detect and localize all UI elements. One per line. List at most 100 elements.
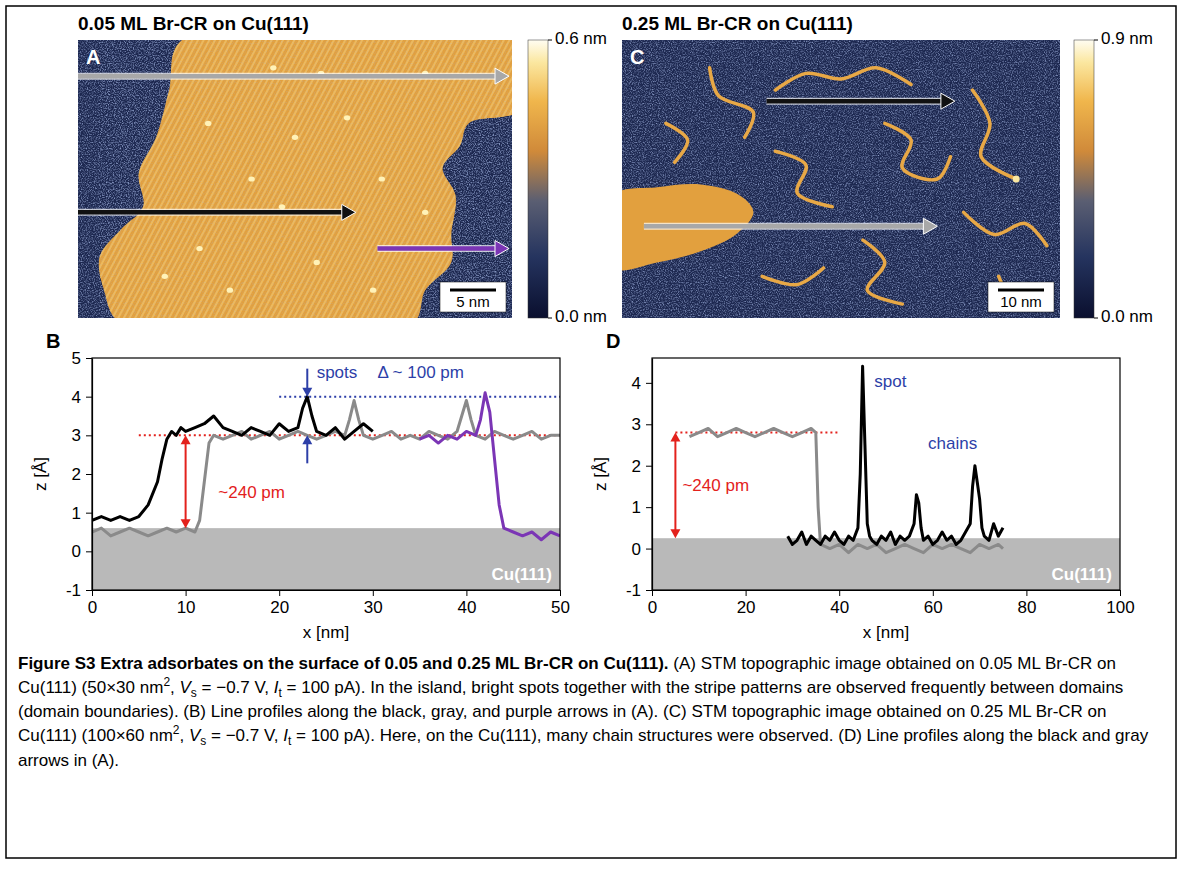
tick: 30: [364, 590, 383, 617]
tick-label: 4: [632, 374, 641, 393]
y-axis: -1012345: [66, 349, 93, 600]
arrow-shaft: [674, 441, 676, 531]
bright-spot: [205, 121, 211, 126]
caption-text: = −0.7 V,: [197, 678, 274, 697]
profile-line: [92, 397, 373, 521]
colorbar-label: 0.0 nm: [1101, 307, 1153, 326]
tick-mark: [86, 590, 92, 591]
arrow-head: [181, 519, 191, 528]
profile-arrow: [644, 224, 925, 229]
arrow-outline: [767, 98, 943, 105]
tick-mark: [86, 551, 92, 552]
tick: -1: [626, 581, 652, 600]
arrow-outline: [377, 245, 497, 252]
scale-bar: [998, 289, 1044, 292]
arrow-head: [302, 435, 312, 444]
plot-area: [92, 393, 560, 590]
tick-mark: [646, 549, 652, 550]
bright-spot: [227, 288, 233, 293]
molecular-chain: [775, 151, 832, 207]
tick: 0: [632, 540, 652, 559]
annotation: Δ ~ 100 pm: [377, 363, 464, 382]
tick: 60: [924, 590, 943, 617]
caption-text: = −0.7 V,: [206, 726, 283, 745]
tick-mark: [373, 590, 374, 596]
tick: 1: [72, 504, 92, 523]
scale-bar-box: [440, 282, 506, 312]
tick-label: 0: [648, 598, 657, 617]
bright-spot: [1013, 176, 1020, 183]
bright-spot: [314, 260, 320, 265]
bright-spot: [292, 135, 298, 140]
tick-mark: [86, 513, 92, 514]
profile-line: [420, 393, 560, 540]
tick-mark: [646, 383, 652, 384]
tick-mark: [466, 590, 467, 596]
tick: 50: [551, 590, 570, 617]
caption-text: I: [274, 678, 279, 697]
molecular-chain: [972, 90, 1016, 179]
molecular-chain: [710, 68, 754, 138]
colorbar-label: 0.9 nm: [1101, 29, 1153, 48]
scale-bar-label: 10 nm: [1000, 293, 1042, 310]
tick: 5: [72, 349, 92, 368]
x-axis-title: x [nm]: [863, 623, 909, 642]
annotation: spots: [317, 363, 358, 382]
scale-bar: [450, 289, 496, 292]
caption-text: V: [180, 678, 191, 697]
tick-label: 1: [632, 498, 641, 517]
molecular-chain: [775, 68, 911, 90]
caption-text: s: [200, 735, 206, 749]
caption-text: Figure S3 Extra adsorbates on the surfac…: [18, 654, 669, 673]
tick-label: 60: [924, 598, 943, 617]
substrate-band: [652, 538, 1120, 590]
molecular-chain: [666, 123, 688, 162]
tick-mark: [86, 435, 92, 436]
line-chart: Cu(111)020406080100-101234x [nm]z [Å]D~2…: [591, 330, 1135, 642]
bright-spot: [162, 274, 168, 279]
tick: 2: [632, 457, 652, 476]
tick-mark: [1120, 590, 1121, 596]
image-noise: [622, 40, 1060, 318]
panel-title: 0.25 ML Br-CR on Cu(111): [622, 13, 853, 34]
tick-label: 1: [72, 504, 81, 523]
caption-text: t: [288, 735, 291, 749]
tick-mark: [92, 590, 93, 596]
colorbar-tick: [548, 40, 552, 41]
tick: 1: [632, 498, 652, 517]
substrate-band: [92, 528, 560, 590]
scale-bar-label: 5 nm: [456, 293, 489, 310]
tick-label: 5: [72, 349, 81, 368]
tick-label: 40: [457, 598, 476, 617]
molecular-chain: [762, 268, 823, 285]
tick-label: 40: [830, 598, 849, 617]
tick-label: 50: [551, 598, 570, 617]
arrow-head: [302, 388, 312, 397]
panel-letter: C: [630, 46, 644, 68]
bright-spot: [422, 210, 428, 215]
arrow-shaft: [185, 443, 187, 520]
tick-label: 0: [632, 540, 641, 559]
image-content: [78, 40, 512, 318]
y-axis-title: z [Å]: [591, 457, 610, 491]
tick-label: 0: [88, 598, 97, 617]
tick-label: 10: [177, 598, 196, 617]
colorbar-label: 0.6 nm: [555, 29, 607, 48]
tick-mark: [560, 590, 561, 596]
tick-label: 30: [364, 598, 383, 617]
tick-label: 20: [270, 598, 289, 617]
arrow-outline: [78, 209, 344, 216]
caption-text: 2: [163, 675, 170, 689]
tick-mark: [746, 590, 747, 596]
tick-label: 2: [632, 457, 641, 476]
arrow-head: [495, 68, 509, 84]
line-chart: Cu(111)01020304050-1012345x [nm]z [Å]B~2…: [31, 330, 570, 642]
tick-label: 20: [737, 598, 756, 617]
tick: 80: [1017, 590, 1036, 617]
tick-mark: [186, 590, 187, 596]
scale-bar-box: [988, 282, 1054, 312]
stm-image: 5 nmA: [78, 12, 531, 341]
tick: 3: [72, 426, 92, 445]
tick-label: -1: [66, 581, 81, 600]
annotation: ~240 pm: [218, 483, 285, 502]
